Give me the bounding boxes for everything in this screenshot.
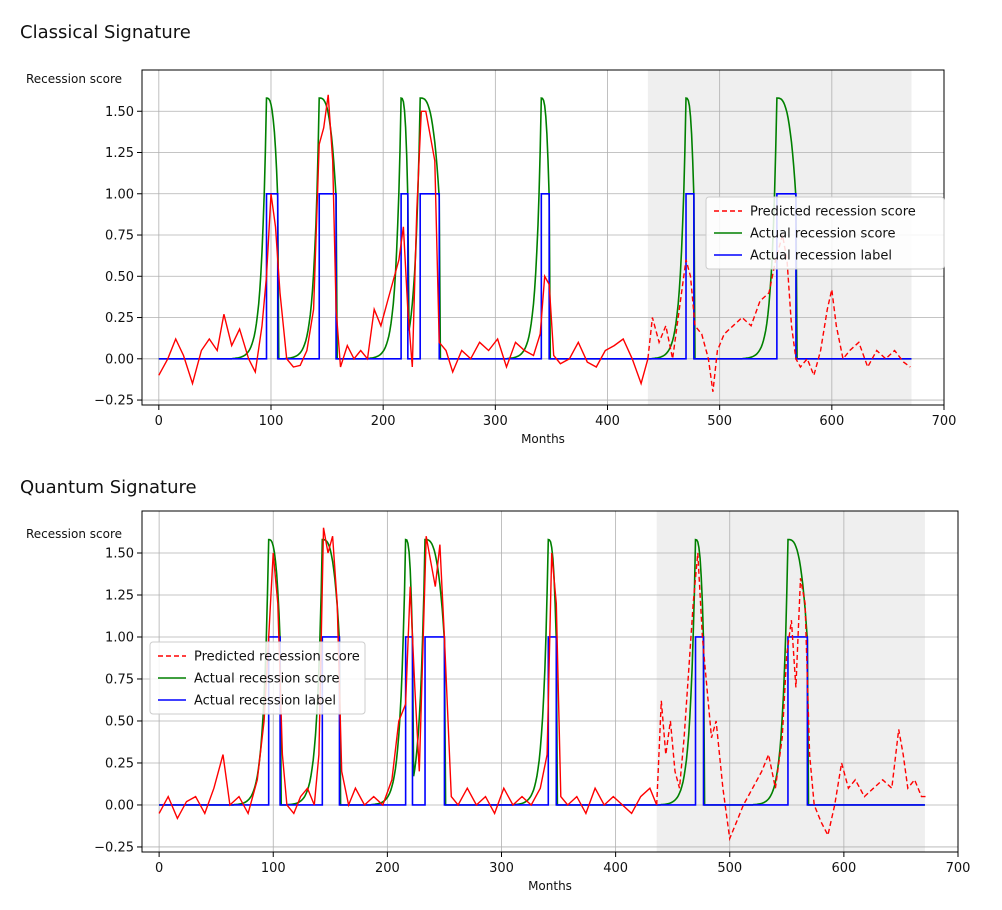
shaded-region: [656, 511, 925, 852]
x-tick-label: 700: [932, 414, 957, 429]
y-tick-label: 0.00: [105, 798, 134, 813]
predicted-score-line: [158, 527, 658, 821]
y-tick-label: 0.50: [105, 270, 134, 285]
y-tick-label: 1.50: [105, 105, 134, 120]
x-tick-label: 700: [946, 861, 971, 876]
panel-title: Quantum Signature: [20, 477, 197, 498]
legend-entry: Actual recession score: [750, 227, 895, 242]
legend-entry: Actual recession label: [750, 249, 892, 264]
y-axis-label: Recession score: [26, 527, 123, 541]
legend-box: [705, 196, 945, 270]
y-tick-label: −0.25: [94, 394, 134, 409]
x-tick-label: 200: [375, 861, 400, 876]
x-tick-label: 500: [707, 414, 732, 429]
y-tick-label: 0.25: [105, 311, 134, 326]
y-tick-label: 1.25: [105, 588, 134, 603]
classical-signature-panel: Classical Signature Recession score 0 100…: [20, 22, 957, 446]
x-tick-label: 600: [831, 861, 856, 876]
x-tick-label: 300: [489, 861, 514, 876]
y-tick-label: 1.00: [105, 187, 134, 202]
legend-entry: Predicted recession score: [750, 205, 916, 220]
panel-title: Classical Signature: [20, 22, 191, 43]
y-tick-label: 1.50: [105, 546, 134, 561]
quantum-signature-panel: Quantum Signature Recession score 0 100 20…: [0, 455, 1002, 910]
classical-signature-chart: 0 100 200 300 400 500 600 700 −0.25 0.00 0.25 0.50 0…: [94, 69, 957, 446]
legend-entry: Predicted recession score: [194, 650, 360, 665]
y-axis-label: Recession score: [26, 72, 123, 86]
x-axis-label: Months: [521, 432, 565, 446]
legend-entry: Actual recession score: [194, 672, 339, 687]
y-tick-label: 0.75: [105, 672, 134, 687]
predicted-score-line-test: [656, 552, 926, 842]
x-axis-label: Months: [528, 879, 572, 893]
x-tick-label: 300: [483, 414, 508, 429]
x-tick-label: 0: [155, 861, 163, 876]
x-tick-label: 100: [259, 414, 284, 429]
y-tick-label: −0.25: [94, 840, 134, 855]
actual-label-line: [159, 636, 925, 806]
x-tick-label: 200: [371, 414, 396, 429]
legend-entry: Actual recession label: [194, 694, 336, 709]
y-tick-label: 0.50: [105, 714, 134, 729]
legend-box: [149, 641, 366, 715]
y-tick-label: 1.25: [105, 146, 134, 161]
quantum-signature-chart: 0 100 200 300 400 500 600 700 −0.25 0.00 0.25 0.50 0…: [94, 510, 971, 893]
x-tick-label: 500: [717, 861, 742, 876]
predicted-score-line: [158, 94, 649, 386]
y-tick-label: 1.00: [105, 630, 134, 645]
x-tick-label: 100: [261, 861, 286, 876]
plot-frame: [141, 510, 959, 853]
x-tick-label: 600: [819, 414, 844, 429]
x-tick-label: 0: [155, 414, 163, 429]
y-tick-label: 0.25: [105, 756, 134, 771]
x-tick-label: 400: [595, 414, 620, 429]
x-tick-label: 400: [603, 861, 628, 876]
y-tick-label: 0.75: [105, 229, 134, 244]
y-tick-label: 0.00: [105, 352, 134, 367]
